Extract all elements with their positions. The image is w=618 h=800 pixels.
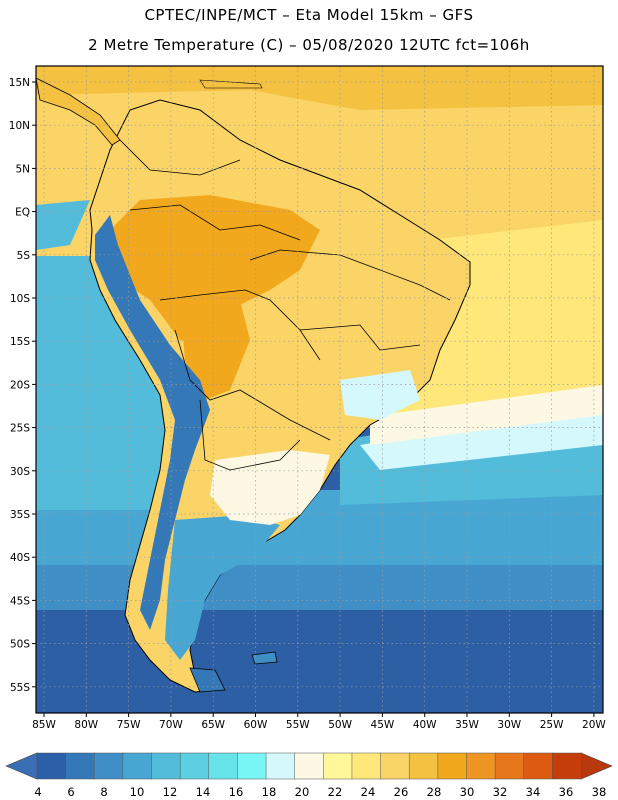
ocean-cool-band [36,560,603,610]
colorbar-swatch [36,752,67,780]
lon-tick-label: 55W [286,719,310,731]
lon-tick-label: 65W [201,719,225,731]
map-frame [35,65,604,714]
colorbar-label: 38 [592,785,607,799]
lon-tick-label: 75W [117,719,141,731]
colorbar-label: 36 [559,785,574,799]
colorbar-label: 4 [34,785,41,799]
lon-tick-label: 70W [159,719,183,731]
colorbar-label: 6 [67,785,74,799]
colorbar-label: 14 [196,785,211,799]
pacific-tropical-zone [36,200,90,250]
lon-tick-label: 80W [74,719,98,731]
colorbar-swatch [466,752,496,780]
lat-tick-label: 15S [10,336,30,348]
colorbar-swatch [237,752,267,780]
pampas-pale-zone [210,450,330,525]
latitude-axis: 15N 10N 5N EQ 5S 10S 15S 20S 25S 30S 35S 40S 45S 50S 5… [9,77,31,694]
colorbar-swatch [494,752,525,780]
colorbar-swatch [380,752,410,780]
colorbar-swatch [65,752,96,780]
colorbar-max-arrow [580,752,613,780]
colorbar-label: 20 [295,785,310,799]
lat-tick-label: 15N [9,77,30,89]
lon-tick-label: 20W [582,719,606,731]
colorbar-label: 8 [100,785,107,799]
colorbar-label: 16 [229,785,244,799]
lat-tick-label: 5N [15,163,30,175]
colorbar-label: 26 [394,785,409,799]
sao-paulo-cool-spot [340,370,420,420]
lon-tick-label: 30W [497,719,521,731]
lat-tick-label: 10N [9,120,30,132]
lon-tick-label: 45W [371,719,395,731]
colorbar-label: 24 [361,785,376,799]
colorbar-swatch [294,752,325,780]
andes-cold-strip [95,215,210,630]
lat-tick-label: 55S [10,682,30,694]
patagonia-cool-zone [165,515,280,660]
colorbar-label: 32 [493,785,508,799]
colorbar-label: 30 [460,785,475,799]
colorbar-swatch [265,752,296,780]
colorbar-swatch [122,752,153,780]
lat-lon-gridlines [36,66,603,713]
colorbar-swatch [94,752,124,780]
colorbar-swatch [179,752,210,780]
colorbar-label: 22 [328,785,343,799]
colorbar-swatch [552,752,582,780]
map-title-line2: 2 Metre Temperature (C) – 05/08/2020 12U… [88,36,530,54]
longitude-axis: 85W 80W 75W 70W 65W 60W 55W 50W 45W 40W 35W 30W 25W 2… [32,719,606,731]
lon-tick-label: 60W [244,719,268,731]
central-america [36,77,121,146]
colorbar-label: 18 [262,785,277,799]
lat-tick-label: 5S [17,250,31,262]
lon-tick-label: 40W [413,719,437,731]
colorbar-label: 12 [163,785,178,799]
temperature-colorbar: 4 6 8 10 12 14 16 18 20 22 24 26 28 30 32 34 36 38 [5,752,613,799]
lat-tick-label: 30S [10,466,30,478]
caribbean-islands [199,79,263,89]
lat-tick-label: 20S [10,379,30,391]
temperature-field [36,66,603,713]
colorbar-swatch [208,752,239,780]
colorbar-label: 10 [130,785,145,799]
falkland-islands [251,651,278,665]
colorbar-label: 28 [427,785,442,799]
lat-tick-label: 35S [10,509,30,521]
lat-tick-label: 45S [10,595,30,607]
lon-tick-label: 50W [328,719,352,731]
caribbean-band [36,66,603,110]
colorbar-swatch [323,752,353,780]
lat-tick-label: 40S [10,552,30,564]
colorbar-swatch [351,752,382,780]
fuego-island [189,667,226,693]
colorbar-swatch [151,752,181,780]
lon-tick-label: 35W [455,719,479,731]
lat-tick-label: 50S [10,639,30,651]
colorbar-swatch [523,752,554,780]
lon-tick-label: 85W [32,719,56,731]
bolivia-hot-zone [180,300,250,400]
map-title-line1: CPTEC/INPE/MCT – Eta Model 15km – GFS [144,6,474,24]
colorbar-min-arrow [5,752,38,780]
colorbar-swatch [437,752,468,780]
lat-tick-label: 25S [10,423,30,435]
colorbar-label: 34 [526,785,541,799]
lat-tick-label: EQ [15,207,30,219]
lat-tick-label: 10S [10,293,30,305]
colorbar-swatch [408,752,439,780]
axis-ticks [32,81,595,717]
amazon-hot-zone [100,195,320,345]
lon-tick-label: 25W [540,719,564,731]
